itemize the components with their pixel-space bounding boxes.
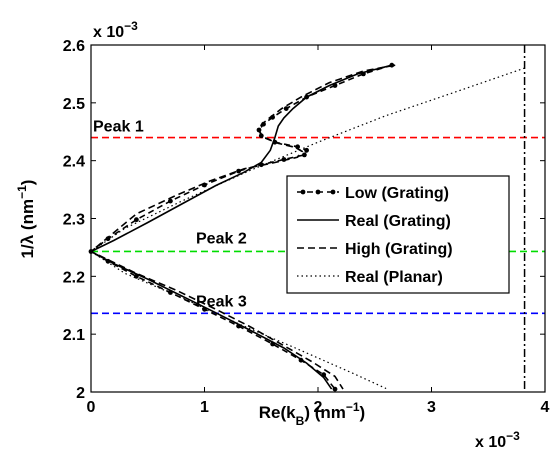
legend: Low (Grating) Real (Grating) High (Grating… xyxy=(286,175,510,294)
series-line-4 xyxy=(89,67,525,390)
series-1-point xyxy=(332,386,338,392)
series-line-2 xyxy=(89,64,392,390)
legend-box xyxy=(286,175,510,294)
y-tick-label: 2 xyxy=(76,385,85,402)
series-1-point xyxy=(283,106,289,111)
x-tick-label: 3 xyxy=(427,399,436,416)
y-tick-label: 2.5 xyxy=(63,96,85,113)
x-tick-label: 4 xyxy=(541,399,550,416)
series-line-3 xyxy=(89,64,396,390)
legend-label-1: Low (Grating) xyxy=(345,185,449,202)
y-tick-label: 2.2 xyxy=(63,269,85,286)
y-multiplier: x 10−3 xyxy=(93,19,138,41)
legend-marker xyxy=(330,189,336,195)
series-1-point xyxy=(295,144,300,150)
series-1-point xyxy=(168,198,173,204)
peak-annotations: Peak 1 Peak 2 Peak 3 xyxy=(93,119,247,311)
legend-marker xyxy=(300,189,306,195)
legend-label-4: Real (Planar) xyxy=(345,269,443,286)
series-group xyxy=(88,62,525,392)
x-axis-label: Re(kB) (nm−1) xyxy=(259,400,365,428)
y-axis-label: 1/λ (nm−1) xyxy=(15,180,37,259)
series-line-1 xyxy=(89,64,393,390)
y-ticks: 2 2.1 2.2 2.3 2.4 2.5 2.6 xyxy=(63,38,545,402)
series-1-point xyxy=(302,152,307,158)
legend-label-2: Real (Grating) xyxy=(345,213,451,230)
legend-label-3: High (Grating) xyxy=(345,241,453,258)
legend-marker xyxy=(315,189,321,195)
peak-label-2: Peak 2 xyxy=(196,230,247,247)
series-1-point xyxy=(304,147,309,153)
peak-label-3: Peak 3 xyxy=(196,293,247,310)
y-tick-label: 2.3 xyxy=(63,212,85,229)
x-multiplier: x 10−3 xyxy=(475,429,520,451)
y-tick-label: 2.6 xyxy=(63,38,85,55)
y-tick-label: 2.4 xyxy=(63,154,85,171)
x-tick-label: 2 xyxy=(314,399,323,416)
x-tick-label: 0 xyxy=(87,399,96,416)
y-tick-label: 2.1 xyxy=(63,327,85,344)
x-ticks: 0 1 2 3 4 xyxy=(87,45,550,416)
x-tick-label: 1 xyxy=(200,399,209,416)
series-1-point xyxy=(134,217,139,223)
peak-label-1: Peak 1 xyxy=(93,119,144,136)
